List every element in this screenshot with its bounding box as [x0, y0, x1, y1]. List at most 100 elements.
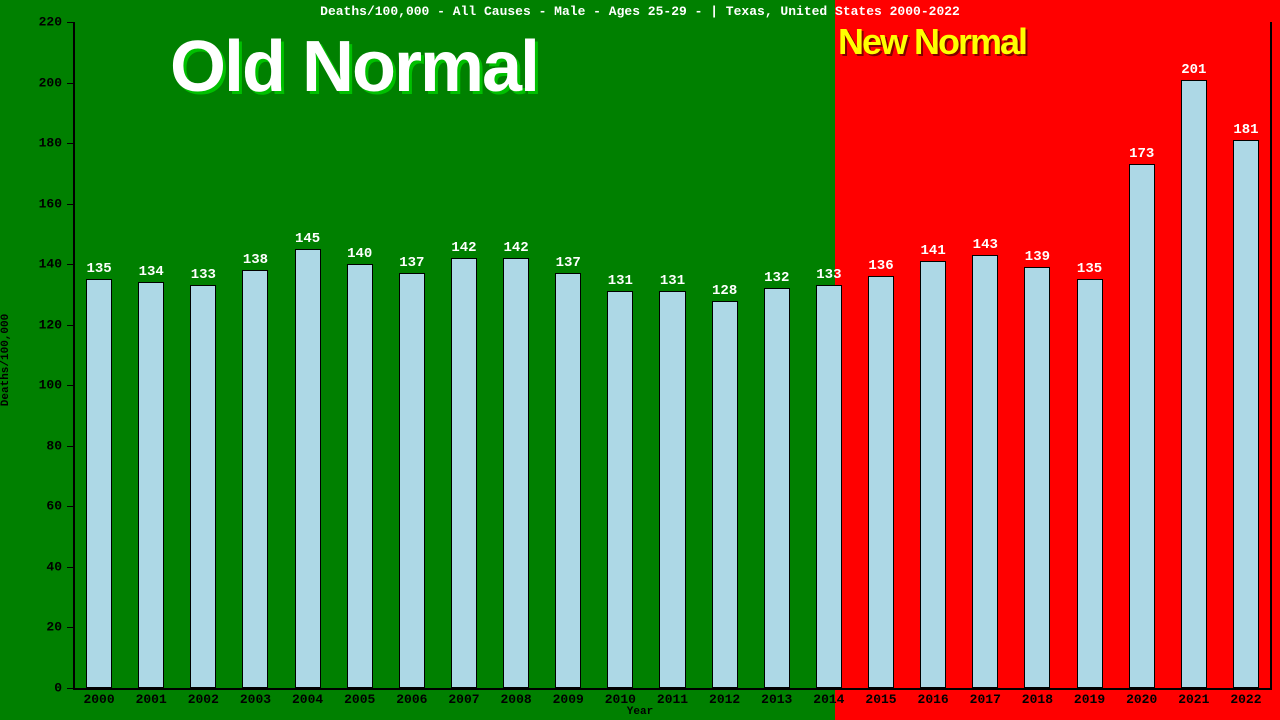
x-tick-label: 2010: [605, 692, 636, 707]
x-tick-label: 2001: [136, 692, 167, 707]
y-tick-label: 180: [12, 136, 62, 151]
bar-value-label: 145: [295, 231, 320, 247]
bar: [190, 285, 216, 688]
bar-value-label: 137: [399, 255, 424, 271]
bar: [242, 270, 268, 688]
x-tick-label: 2012: [709, 692, 740, 707]
y-tick-label: 0: [12, 681, 62, 696]
x-tick-label: 2014: [813, 692, 844, 707]
x-tick-label: 2022: [1230, 692, 1261, 707]
bar-value-label: 181: [1233, 122, 1258, 138]
bar: [1129, 164, 1155, 688]
y-tick-mark: [67, 506, 73, 507]
bar: [920, 261, 946, 688]
x-tick-label: 2020: [1126, 692, 1157, 707]
y-axis-label: Deaths/100,000: [0, 314, 12, 406]
bar-value-label: 137: [556, 255, 581, 271]
bar: [503, 258, 529, 688]
y-tick-label: 40: [12, 559, 62, 574]
bar: [712, 301, 738, 688]
new-normal-annotation: New Normal: [838, 21, 1026, 63]
y-tick-mark: [67, 446, 73, 447]
y-tick-mark: [67, 143, 73, 144]
bar-value-label: 135: [1077, 261, 1102, 277]
bar-value-label: 134: [139, 264, 164, 280]
bar: [764, 288, 790, 688]
bar-value-label: 143: [973, 237, 998, 253]
bar: [295, 249, 321, 688]
y-tick-mark: [67, 567, 73, 568]
y-tick-mark: [67, 688, 73, 689]
x-tick-label: 2013: [761, 692, 792, 707]
bar-value-label: 131: [660, 273, 685, 289]
bar-value-label: 136: [868, 258, 893, 274]
bar-value-label: 133: [816, 267, 841, 283]
x-tick-label: 2003: [240, 692, 271, 707]
bar-value-label: 128: [712, 283, 737, 299]
bar: [868, 276, 894, 688]
bar: [86, 279, 112, 688]
y-tick-label: 200: [12, 75, 62, 90]
y-tick-label: 20: [12, 620, 62, 635]
y-axis-line: [73, 22, 75, 688]
x-tick-label: 2016: [918, 692, 949, 707]
y-tick-mark: [67, 325, 73, 326]
y-tick-label: 140: [12, 257, 62, 272]
old-normal-annotation: Old Normal: [170, 26, 538, 108]
chart-title: Deaths/100,000 - All Causes - Male - Age…: [0, 4, 1280, 19]
x-tick-label: 2006: [396, 692, 427, 707]
y-tick-mark: [67, 204, 73, 205]
bar: [972, 255, 998, 688]
y-tick-mark: [67, 385, 73, 386]
x-tick-label: 2019: [1074, 692, 1105, 707]
bar-value-label: 141: [921, 243, 946, 259]
bar: [555, 273, 581, 688]
bar-value-label: 135: [86, 261, 111, 277]
bar-value-label: 140: [347, 246, 372, 262]
y-axis-line-right: [1270, 22, 1272, 688]
x-axis-line: [73, 688, 1272, 690]
y-tick-label: 160: [12, 196, 62, 211]
x-tick-label: 2007: [448, 692, 479, 707]
y-tick-mark: [67, 264, 73, 265]
x-tick-label: 2017: [970, 692, 1001, 707]
bar-value-label: 133: [191, 267, 216, 283]
bar: [138, 282, 164, 688]
y-tick-mark: [67, 22, 73, 23]
bar: [1024, 267, 1050, 688]
bar: [1233, 140, 1259, 688]
bar-value-label: 139: [1025, 249, 1050, 265]
bar-value-label: 142: [503, 240, 528, 256]
x-tick-label: 2021: [1178, 692, 1209, 707]
bar: [399, 273, 425, 688]
y-tick-mark: [67, 83, 73, 84]
x-tick-label: 2018: [1022, 692, 1053, 707]
bar-value-label: 132: [764, 270, 789, 286]
bar: [1077, 279, 1103, 688]
x-tick-label: 2015: [865, 692, 896, 707]
bar: [607, 291, 633, 688]
bar-value-label: 142: [451, 240, 476, 256]
chart-container: Deaths/100,000 - All Causes - Male - Age…: [0, 0, 1280, 720]
new-normal-bg: [835, 0, 1280, 720]
bar: [1181, 80, 1207, 688]
bar: [659, 291, 685, 688]
x-tick-label: 2000: [83, 692, 114, 707]
bar-value-label: 201: [1181, 62, 1206, 78]
y-tick-label: 100: [12, 378, 62, 393]
bar-value-label: 173: [1129, 146, 1154, 162]
bar: [451, 258, 477, 688]
x-tick-label: 2009: [553, 692, 584, 707]
y-tick-label: 120: [12, 317, 62, 332]
bar: [347, 264, 373, 688]
y-tick-mark: [67, 627, 73, 628]
y-tick-label: 60: [12, 499, 62, 514]
x-tick-label: 2008: [500, 692, 531, 707]
y-tick-label: 80: [12, 438, 62, 453]
bar: [816, 285, 842, 688]
x-tick-label: 2011: [657, 692, 688, 707]
x-tick-label: 2002: [188, 692, 219, 707]
bar-value-label: 138: [243, 252, 268, 268]
x-axis-label: Year: [0, 706, 1280, 718]
x-tick-label: 2005: [344, 692, 375, 707]
